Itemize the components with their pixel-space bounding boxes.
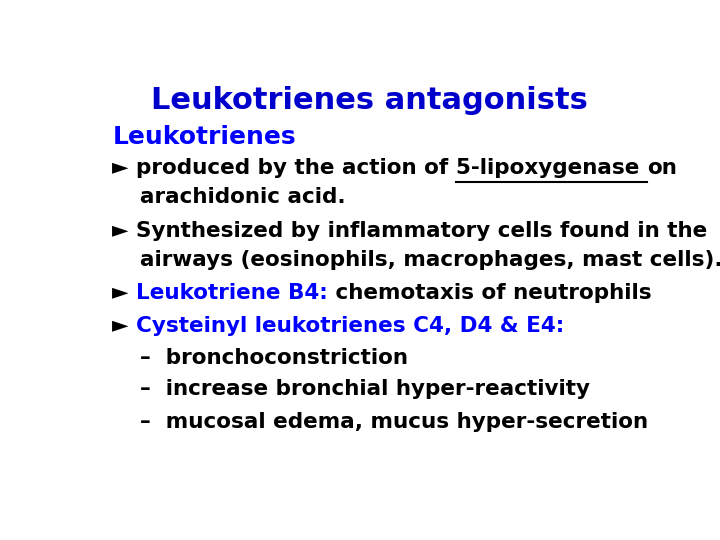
Text: Leukotriene B4:: Leukotriene B4: xyxy=(136,283,328,303)
Text: ►: ► xyxy=(112,283,136,303)
Text: chemotaxis of neutrophils: chemotaxis of neutrophils xyxy=(328,283,652,303)
Text: airways (eosinophils, macrophages, mast cells).: airways (eosinophils, macrophages, mast … xyxy=(140,250,720,270)
Text: arachidonic acid.: arachidonic acid. xyxy=(140,187,346,207)
Text: Leukotrienes antagonists: Leukotrienes antagonists xyxy=(150,85,588,114)
Text: ►: ► xyxy=(112,316,136,336)
Text: Leukotrienes: Leukotrienes xyxy=(112,125,296,149)
Text: ► Synthesized by inflammatory cells found in the: ► Synthesized by inflammatory cells foun… xyxy=(112,221,708,241)
Text: –  bronchoconstriction: – bronchoconstriction xyxy=(140,348,408,368)
Text: ► produced by the action of: ► produced by the action of xyxy=(112,158,456,178)
Text: 5-lipoxygenase: 5-lipoxygenase xyxy=(456,158,647,178)
Text: on: on xyxy=(647,158,677,178)
Text: –  increase bronchial hyper-reactivity: – increase bronchial hyper-reactivity xyxy=(140,379,590,399)
Text: –  mucosal edema, mucus hyper-secretion: – mucosal edema, mucus hyper-secretion xyxy=(140,412,648,432)
Text: Cysteinyl leukotrienes C4, D4 & E4:: Cysteinyl leukotrienes C4, D4 & E4: xyxy=(136,316,564,336)
